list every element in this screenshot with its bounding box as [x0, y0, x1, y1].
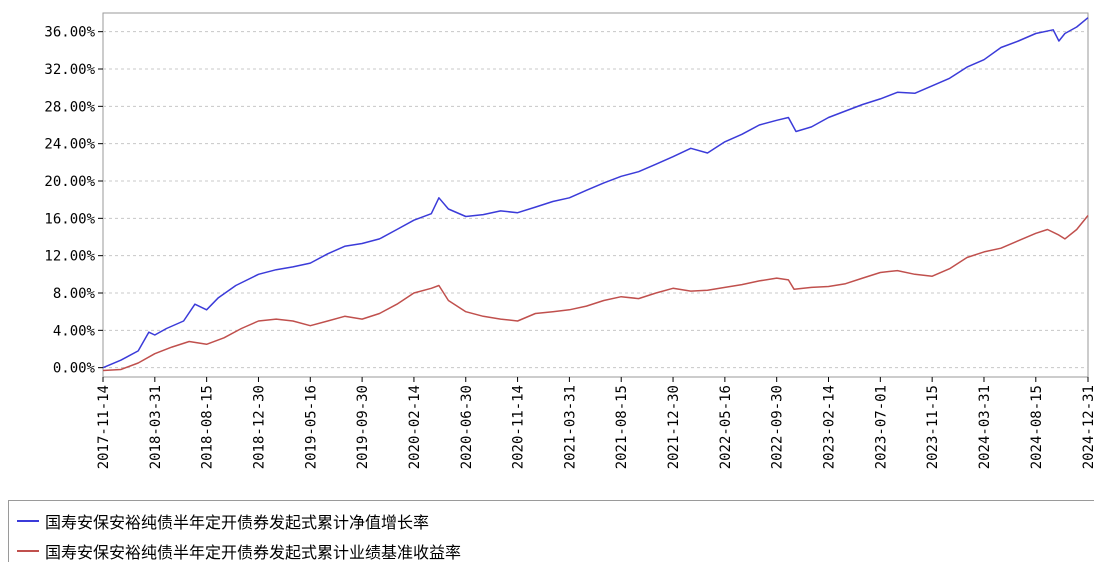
y-tick-label: 0.00% [53, 361, 96, 377]
x-tick-label: 2023-07-01 [873, 385, 889, 469]
x-tick-label: 2024-12-31 [1081, 385, 1096, 469]
series-lines [102, 17, 1089, 372]
x-tick-label: 2018-12-30 [251, 385, 267, 469]
x-tick-label: 2021-03-31 [562, 385, 578, 469]
grid-lines [103, 31, 1088, 369]
x-tick-label: 2019-09-30 [355, 385, 371, 469]
y-tick-label: 4.00% [53, 323, 96, 339]
y-tick-label: 20.00% [44, 174, 95, 190]
y-tick-label: 32.00% [44, 62, 95, 78]
x-tick-label: 2024-03-31 [977, 385, 993, 469]
x-axis: 2017-11-14 2018-03-31 2018-08-15 2018-12-30… [96, 377, 1096, 469]
series-line-benchmark [102, 215, 1089, 372]
legend-item-nav: 国寿安保安裕纯债半年定开债券发起式累计净值增长率 [17, 509, 429, 533]
y-tick-label: 36.00% [44, 25, 95, 41]
legend-swatch-benchmark [17, 550, 39, 552]
legend-item-benchmark: 国寿安保安裕纯债半年定开债券发起式累计业绩基准收益率 [17, 539, 461, 563]
x-tick-label: 2024-08-15 [1029, 385, 1045, 469]
legend: 国寿安保安裕纯债半年定开债券发起式累计净值增长率 国寿安保安裕纯债半年定开债券发… [8, 500, 1094, 562]
y-tick-label: 8.00% [53, 286, 96, 302]
legend-label-benchmark: 国寿安保安裕纯债半年定开债券发起式累计业绩基准收益率 [45, 543, 462, 562]
legend-label-nav: 国寿安保安裕纯债半年定开债券发起式累计净值增长率 [45, 513, 430, 532]
y-axis: 0.00% 4.00% 8.00% 12.00% 16.00% 20.00% 24.00% 2… [44, 25, 103, 377]
x-tick-label: 2023-02-14 [822, 385, 838, 469]
y-tick-label: 24.00% [44, 137, 95, 153]
x-tick-label: 2021-08-15 [614, 385, 630, 469]
legend-swatch-nav [17, 520, 39, 522]
y-tick-label: 28.00% [44, 99, 95, 115]
plot-area [102, 12, 1089, 378]
x-tick-label: 2018-08-15 [200, 385, 216, 469]
x-tick-label: 2022-05-16 [718, 385, 734, 469]
x-tick-label: 2020-06-30 [459, 385, 475, 469]
y-tick-label: 12.00% [44, 249, 95, 265]
series-line-nav [102, 17, 1089, 369]
x-tick-label: 2018-03-31 [148, 385, 164, 469]
x-tick-label: 2020-02-14 [407, 385, 423, 469]
chart-svg: 0.00% 4.00% 8.00% 12.00% 16.00% 20.00% 24.00% 2… [44, 12, 1096, 469]
x-tick-label: 2019-05-16 [303, 385, 319, 469]
x-tick-label: 2017-11-14 [96, 385, 112, 469]
x-tick-label: 2021-12-30 [666, 385, 682, 469]
x-tick-label: 2020-11-14 [511, 385, 527, 469]
y-tick-label: 16.00% [44, 211, 95, 227]
x-tick-label: 2023-11-15 [925, 385, 941, 469]
x-tick-label: 2022-09-30 [770, 385, 786, 469]
